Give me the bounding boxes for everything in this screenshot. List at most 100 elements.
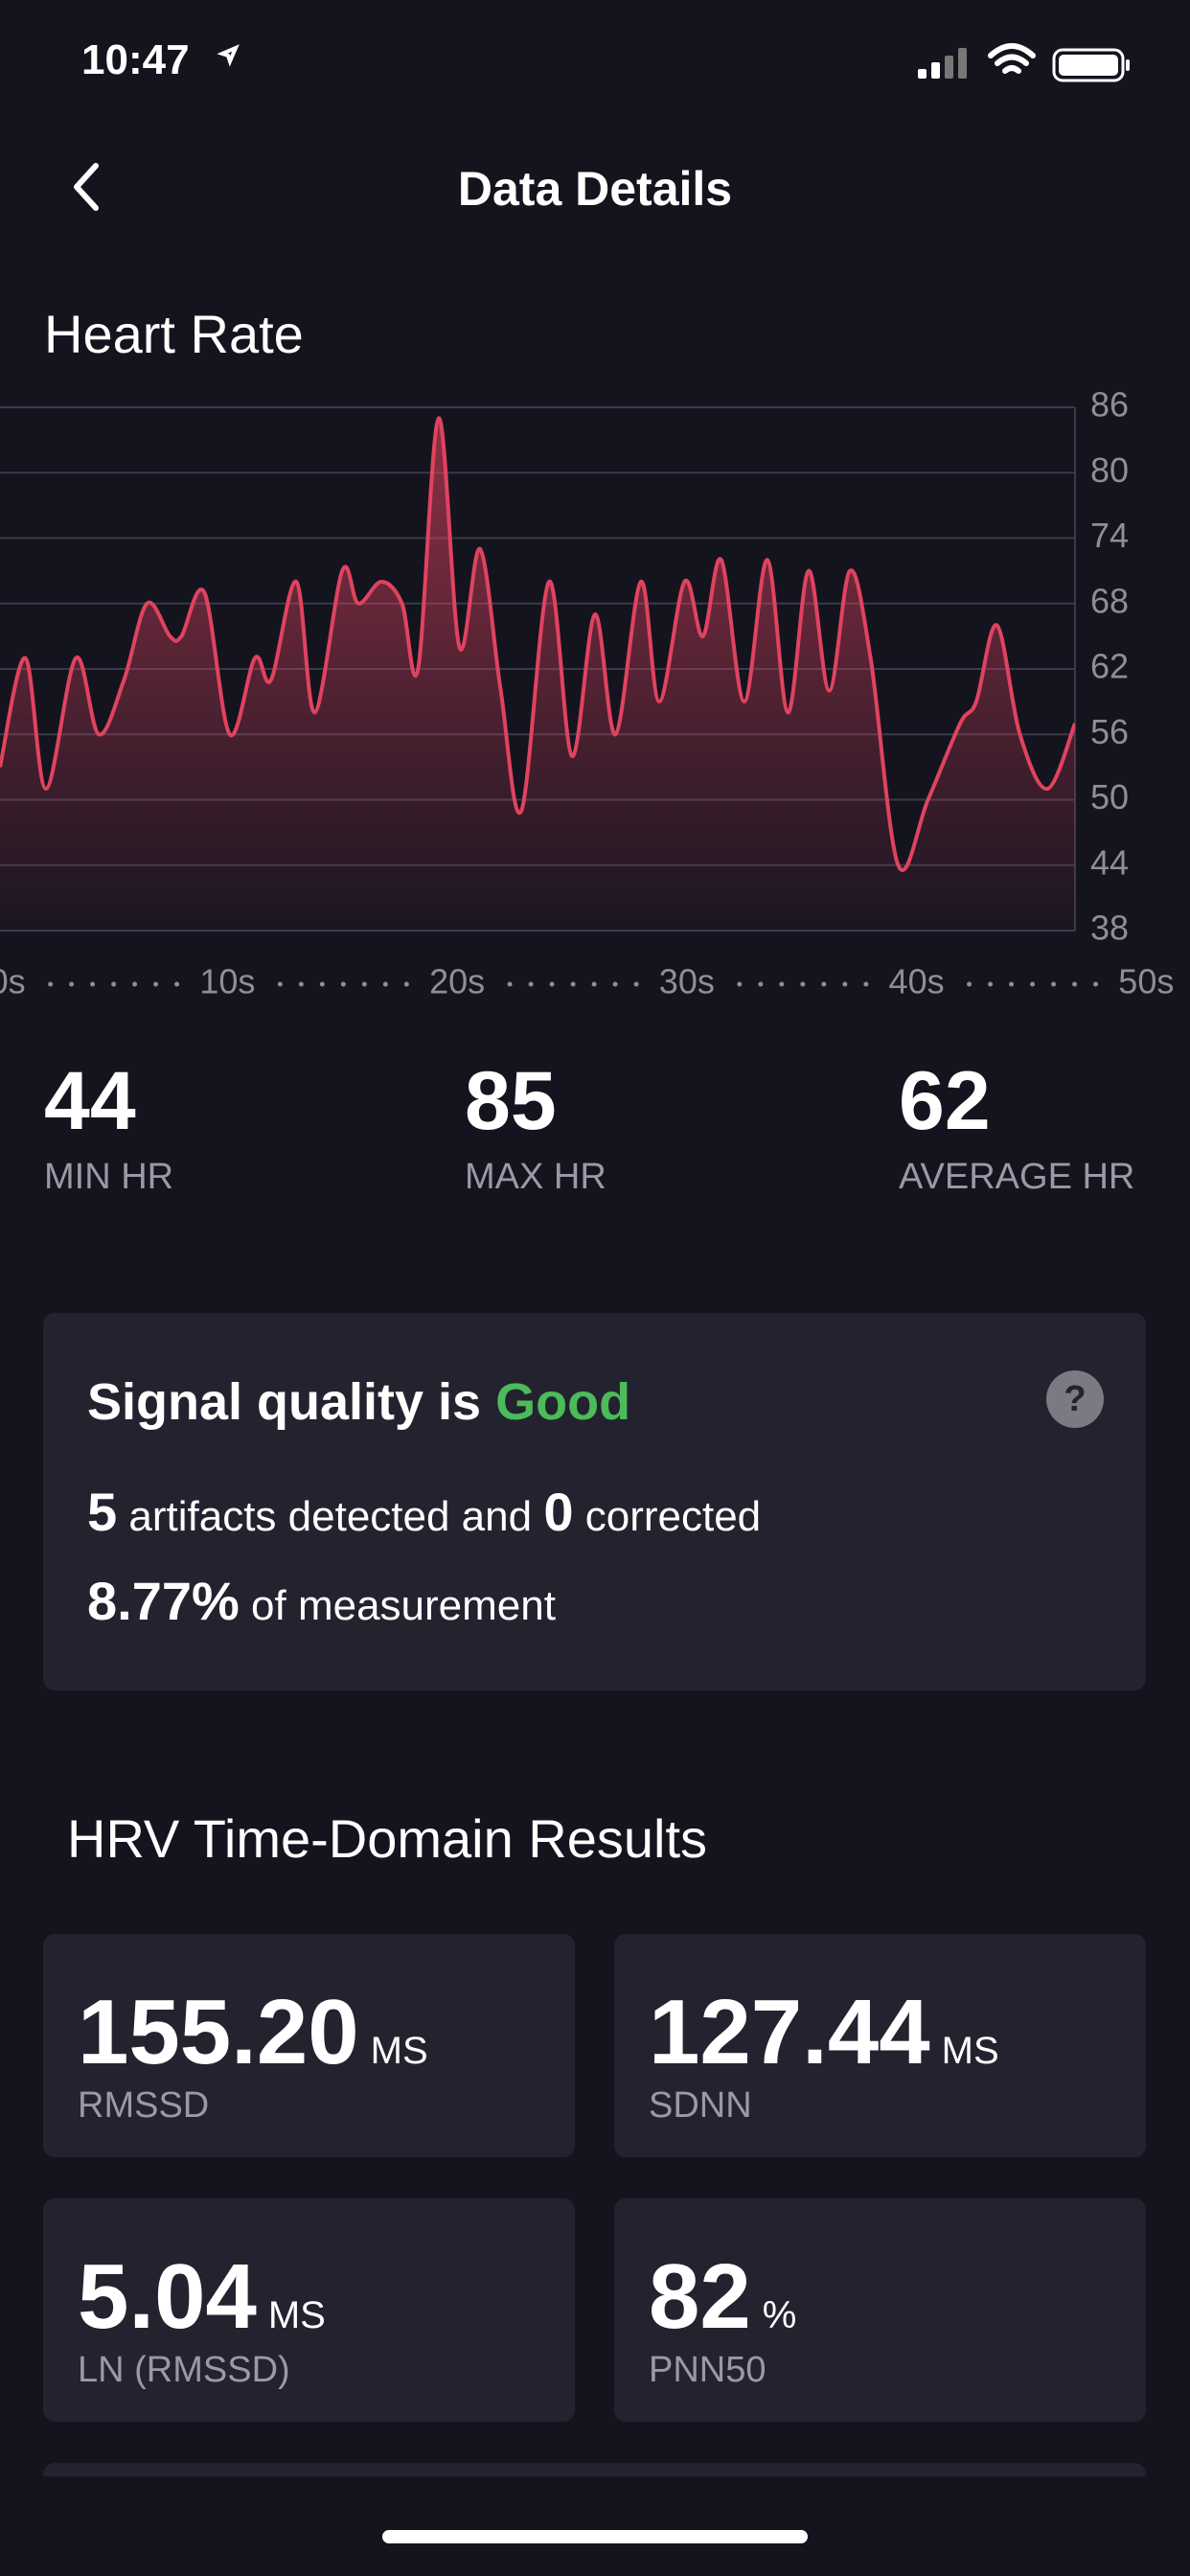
axis-dot [298, 981, 304, 987]
axis-dot [1009, 981, 1015, 987]
axis-dot [90, 981, 96, 987]
y-tick-label: 38 [1090, 908, 1129, 948]
hrv-value-line: 127.44 MS [649, 1980, 999, 2085]
signal-bar [918, 69, 927, 79]
home-indicator [382, 2530, 808, 2543]
hrv-value: 155.20 [78, 1981, 359, 2083]
signal-bar [931, 62, 940, 79]
y-tick-label: 44 [1090, 842, 1129, 882]
stat-label: MIN HR [44, 1157, 174, 1197]
axis-dot [842, 981, 848, 987]
signal-bar [945, 56, 953, 79]
axis-dot [403, 981, 409, 987]
hrv-label: PNN50 [649, 2350, 767, 2390]
line [0, 416, 1075, 872]
hrv-value: 82 [649, 2245, 751, 2348]
hrv-unit: % [762, 2294, 797, 2336]
axis-dot [153, 981, 159, 987]
back-button[interactable] [67, 158, 105, 216]
signal-card: Signal quality is Good ? 5 artifacts det… [43, 1313, 1146, 1690]
axis-dot [382, 981, 388, 987]
hrv-tile: 5.04 MS LN (RMSSD) [43, 2198, 575, 2422]
hrv-title: HRV Time-Domain Results [67, 1808, 708, 1869]
axis-dot [69, 981, 75, 987]
hrv-unit: MS [370, 2030, 428, 2072]
axis-dot [779, 981, 785, 987]
axis-dot [340, 981, 346, 987]
battery-level [1059, 55, 1118, 76]
hrv-label: LN (RMSSD) [78, 2350, 290, 2390]
back-chevron [74, 163, 99, 211]
hrv-value-line: 82% [649, 2244, 796, 2350]
x-tick-label: 30s [659, 962, 715, 1001]
hrv-unit: MS [267, 2294, 326, 2336]
axis-dot [570, 981, 576, 987]
chart-title: Heart Rate [44, 304, 304, 364]
axis-dot [132, 981, 138, 987]
axis-dot [111, 981, 117, 987]
hrv-unit: MS [941, 2030, 999, 2072]
axis-dot [758, 981, 764, 987]
status-icons [217, 43, 1130, 82]
y-tick-label: 80 [1090, 450, 1129, 490]
axis-dot [800, 981, 806, 987]
axis-dot [1093, 981, 1099, 987]
wifi-icon [988, 43, 1036, 74]
percent-text: of measurement [251, 1582, 556, 1629]
axis-dot [1051, 981, 1057, 987]
axis-dot [319, 981, 325, 987]
x-tick-label: 10s [199, 962, 255, 1001]
hrv-tile: 82% PNN50 [614, 2198, 1146, 2422]
axis-dot [863, 981, 869, 987]
stat-label: AVERAGE HR [899, 1157, 1135, 1197]
axis-dot [507, 981, 513, 987]
hrv-label: SDNN [649, 2085, 752, 2126]
next-card [43, 2463, 1146, 2476]
y-tick-label: 74 [1090, 516, 1129, 555]
x-tick-label: 20s [429, 962, 485, 1001]
stat-label: MAX HR [465, 1157, 606, 1197]
axis-dot [967, 981, 973, 987]
hrv-tile: 127.44 MS SDNN [614, 1934, 1146, 2157]
y-tick-label: 62 [1090, 647, 1129, 686]
axis-dot [737, 981, 743, 987]
artifacts-count: 5 [87, 1482, 118, 1542]
percent-line: 8.77% of measurement [87, 1570, 556, 1632]
percent-value: 8.77% [87, 1571, 240, 1631]
axis-dot [361, 981, 367, 987]
y-tick-label: 50 [1090, 777, 1129, 816]
hrv-value: 5.04 [78, 2245, 257, 2348]
axis-dot [277, 981, 283, 987]
y-tick-label: 56 [1090, 712, 1129, 751]
x-tick-label: 00s [0, 962, 26, 1001]
axis-dot [549, 981, 555, 987]
signal-title-text: Signal quality is [87, 1373, 482, 1431]
y-tick-label: 86 [1090, 385, 1129, 425]
artifacts-line: 5 artifacts detected and 0 corrected [87, 1481, 761, 1543]
artifacts-text: artifacts detected and [128, 1493, 533, 1540]
axis-dot [821, 981, 827, 987]
signal-title: Signal quality is Good [87, 1372, 630, 1432]
help-button[interactable]: ? [1046, 1370, 1104, 1428]
axis-dot [612, 981, 618, 987]
axis-dot [591, 981, 597, 987]
stat-value: 85 [465, 1055, 557, 1147]
axis-dot [633, 981, 639, 987]
axis-dot [1072, 981, 1078, 987]
plot [0, 416, 1075, 931]
x-tick-label: 50s [1118, 962, 1174, 1001]
signal-quality: Good [495, 1373, 631, 1431]
hrv-label: RMSSD [78, 2085, 210, 2126]
location-icon [217, 44, 240, 67]
battery-cap [1126, 59, 1130, 71]
hrv-tile: 155.20 MS RMSSD [43, 1934, 575, 2157]
signal-bar [958, 48, 967, 79]
stat-value: 62 [899, 1055, 991, 1147]
corrected-count: 0 [543, 1482, 574, 1542]
axis-dot [48, 981, 54, 987]
battery [1052, 48, 1125, 82]
corrected-text: corrected [584, 1493, 762, 1540]
axis-dot [1030, 981, 1036, 987]
stat-value: 44 [44, 1055, 136, 1147]
hrv-value-line: 155.20 MS [78, 1980, 428, 2085]
